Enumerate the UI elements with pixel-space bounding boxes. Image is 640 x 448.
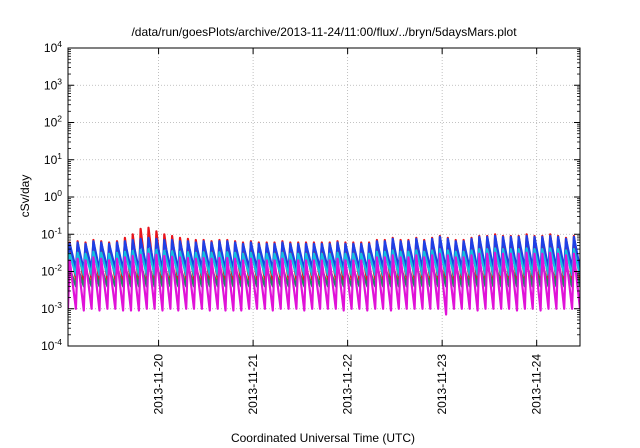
chart-title: /data/run/goesPlots/archive/2013-11-24/1…	[131, 25, 517, 39]
x-axis: 2013-11-20 2013-11-21 2013-11-22 2013-11-23…	[152, 48, 544, 415]
y-axis-label: cSv/day	[18, 175, 32, 218]
y-tick-label: 101	[44, 151, 62, 167]
y-tick-label: 10-1	[41, 225, 62, 241]
y-tick-label: 100	[44, 188, 62, 204]
y-tick-label: 10-3	[41, 300, 62, 316]
y-tick-label: 102	[44, 114, 62, 130]
x-tick-label: 2013-11-22	[341, 354, 355, 415]
y-tick-label: 10-4	[41, 337, 62, 353]
grid-lines	[68, 48, 580, 346]
y-axis: 10-4 10-3 10-2 10-1 100 101 102 103 104	[41, 39, 580, 353]
y-tick-label: 103	[44, 76, 62, 92]
x-axis-label: Coordinated Universal Time (UTC)	[231, 431, 415, 445]
y-tick-label: 104	[44, 39, 62, 55]
x-tick-label: 2013-11-21	[246, 354, 260, 415]
x-tick-label: 2013-11-24	[530, 354, 544, 415]
series-group	[68, 226, 580, 316]
series-line-5	[68, 251, 580, 316]
y-tick-label: 10-2	[41, 263, 62, 279]
x-tick-label: 2013-11-20	[152, 354, 166, 415]
x-tick-label: 2013-11-23	[435, 354, 449, 415]
